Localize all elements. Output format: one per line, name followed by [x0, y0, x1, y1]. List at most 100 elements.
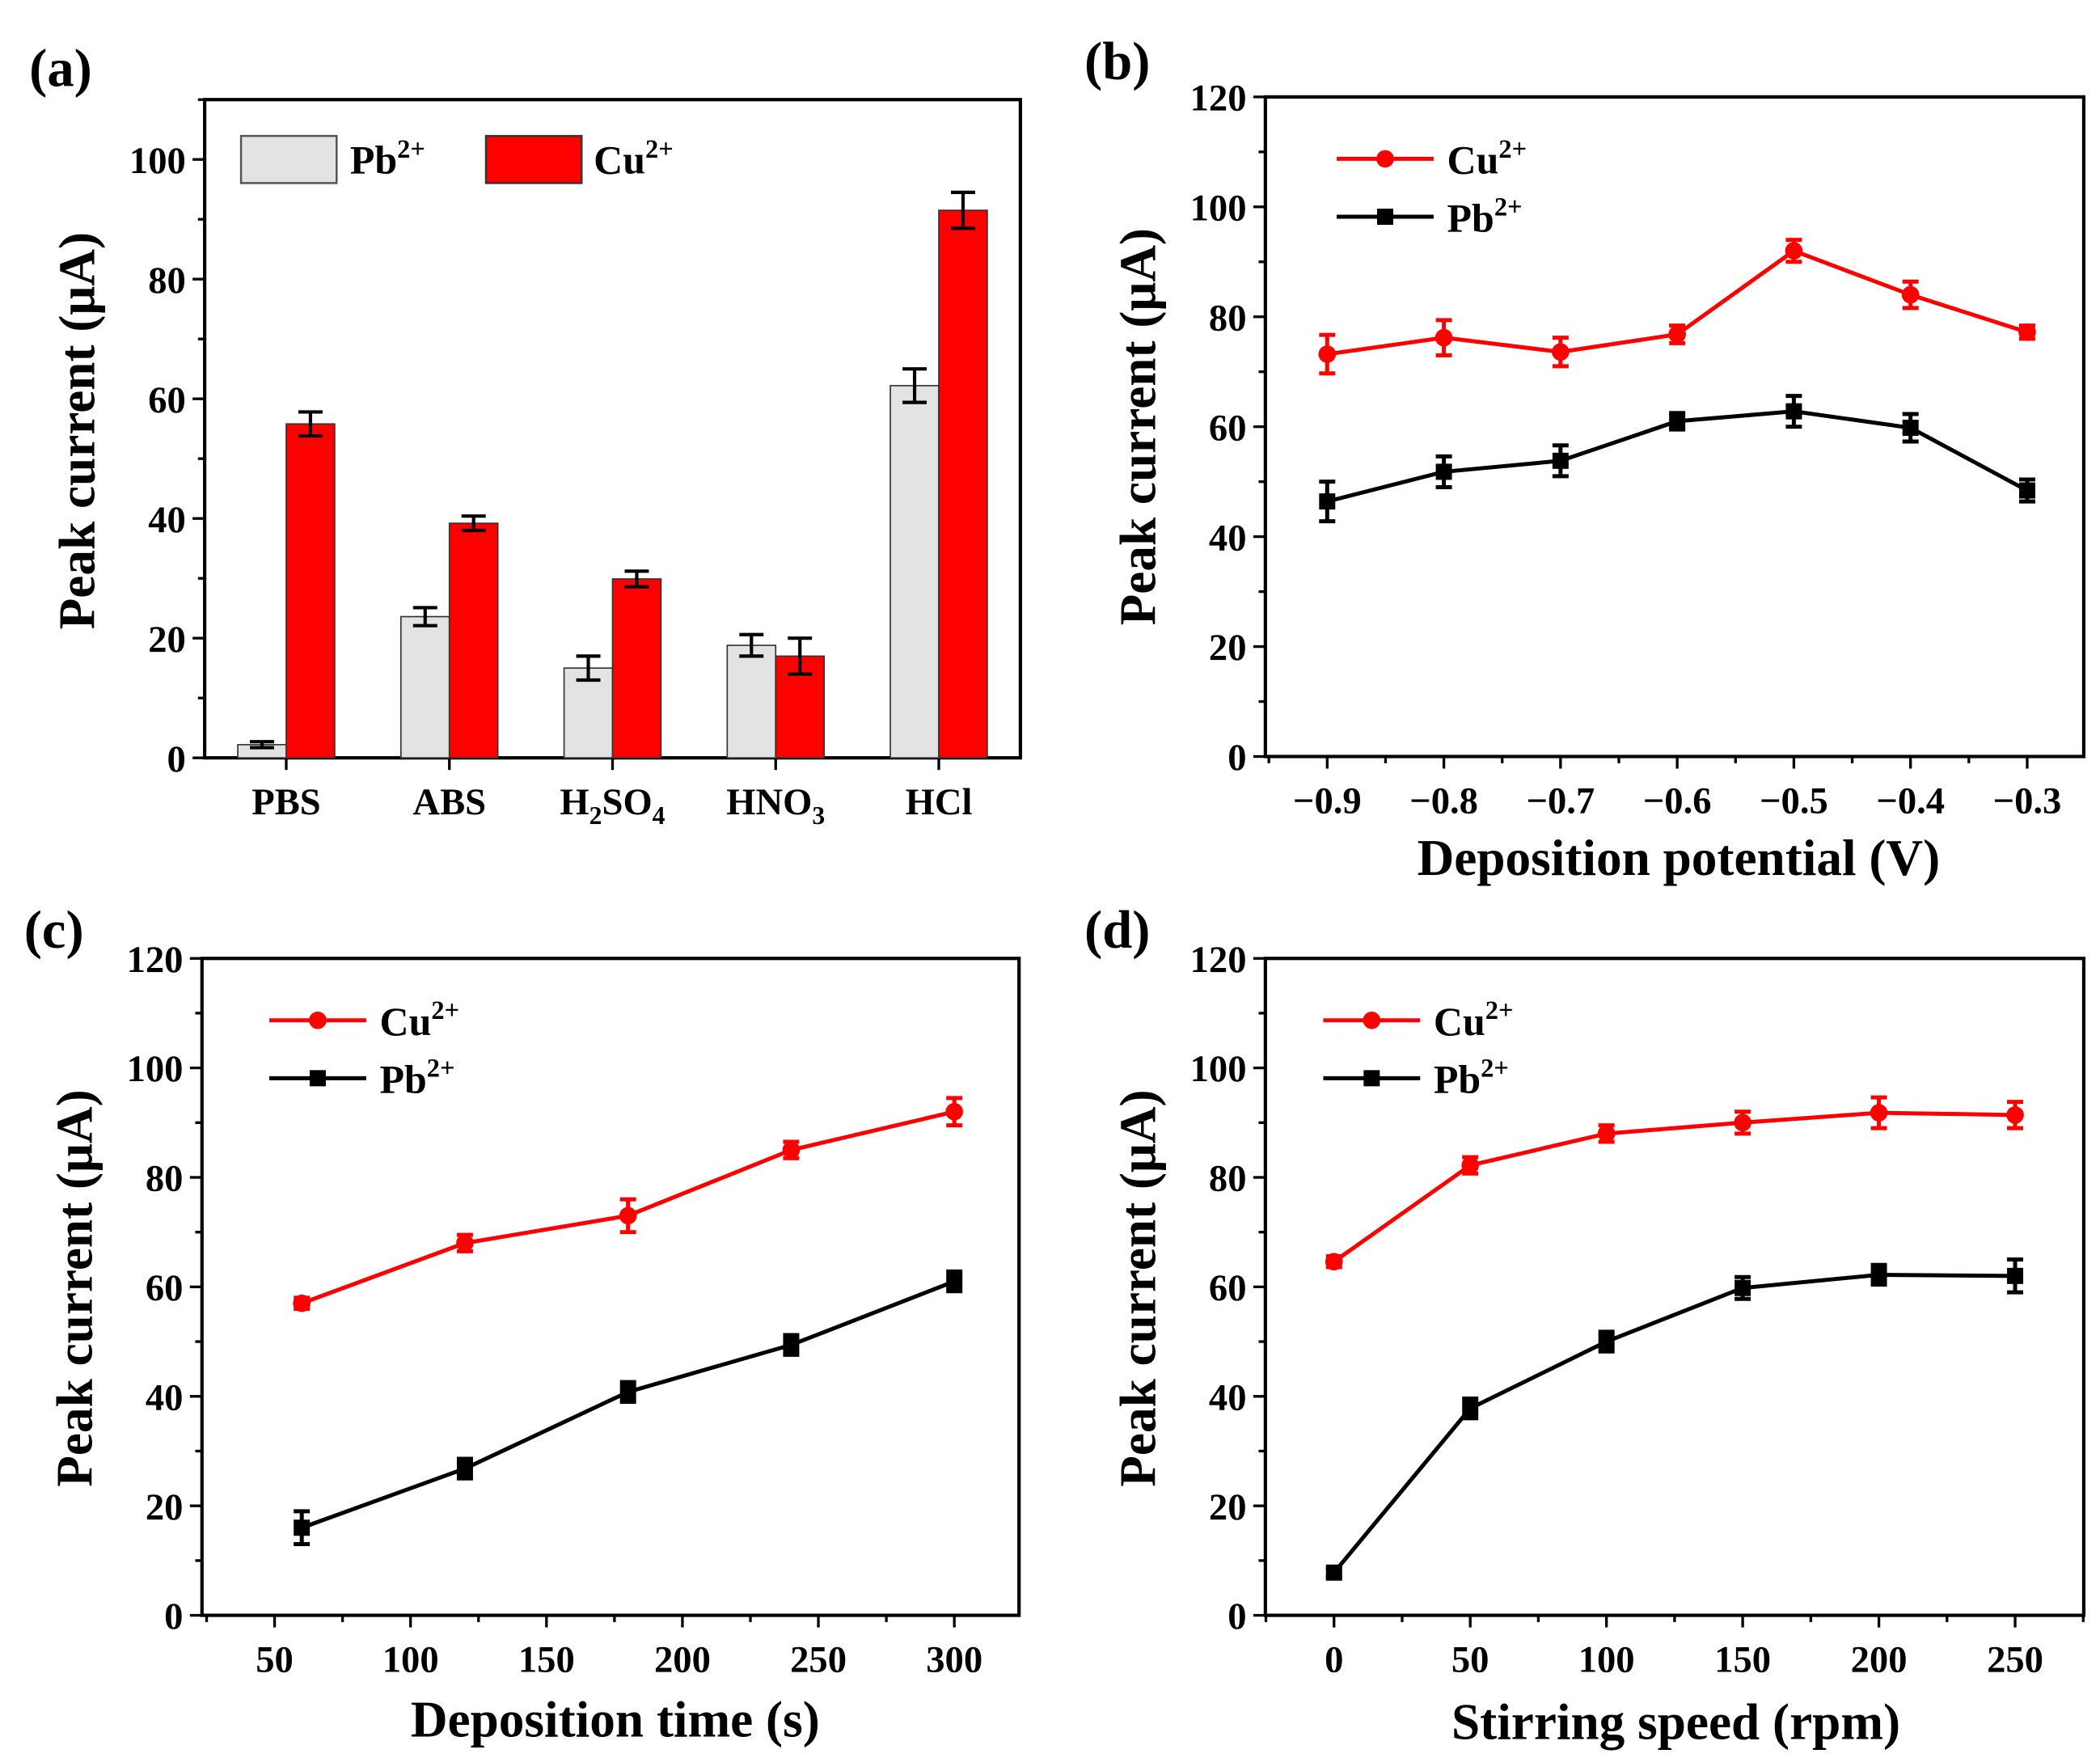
error-bar [461, 514, 486, 533]
error-bar [788, 636, 813, 676]
y-tick-label: 40 [1209, 1376, 1247, 1418]
data-point [1668, 325, 1686, 344]
panel-d: (d) 0 20 40 60 80 100 120 Peak current (μA) 0 50 10… [1084, 901, 2086, 1751]
error-bar [250, 740, 275, 750]
legend-label: Cu2+ [380, 996, 460, 1044]
legend-marker [1377, 209, 1393, 225]
x-tick-label: 0 [1325, 1638, 1343, 1680]
data-point [1734, 1114, 1751, 1132]
text-part: HNO [726, 781, 812, 823]
error-bar [902, 367, 927, 404]
panel-label: (d) [1084, 901, 1150, 960]
x-tick-label: HCl [906, 781, 973, 823]
y-tick-label: 40 [148, 499, 186, 541]
x-tick-label: −0.3 [1993, 780, 2062, 822]
data-point [1870, 1266, 1887, 1283]
y-tick-label: 80 [146, 1158, 184, 1200]
data-point [945, 1102, 964, 1121]
y-tick-label: 40 [146, 1376, 184, 1418]
error-bar [950, 190, 975, 230]
x-axis-label: Deposition potential (V) [1418, 830, 1941, 886]
series-pb [1319, 394, 2035, 524]
legend-label-sup: 2+ [645, 135, 674, 164]
data-point [1435, 463, 1452, 480]
y-tick-label: 0 [164, 1595, 183, 1638]
data-point [2018, 482, 2035, 499]
error-bar [576, 654, 601, 682]
x-tick-label: −0.4 [1876, 780, 1945, 822]
data-point [1735, 1279, 1751, 1296]
x-axis-label: Deposition time (s) [411, 1691, 820, 1747]
series-pb [1325, 1257, 2024, 1581]
y-tick-label: 60 [1209, 407, 1247, 449]
panel-b: (b) 0 20 40 60 80 100 120 Peak current (μA) −0.9 −… [1084, 32, 2086, 886]
series-cu [293, 1096, 964, 1312]
data-point [293, 1294, 311, 1312]
text-part: 3 [812, 801, 825, 830]
legend-marker [1363, 1070, 1380, 1087]
data-point [946, 1273, 963, 1290]
legend-label: Pb2+ [1434, 1054, 1509, 1102]
data-point [1318, 345, 1337, 363]
x-tick-label: −0.8 [1409, 780, 1478, 822]
legend-label-main: Pb [350, 138, 397, 183]
x-tick-label: 200 [654, 1638, 711, 1680]
data-point [1552, 452, 1569, 469]
x-tick-label: H2SO4 [560, 781, 665, 830]
legend-label-sup: 2+ [427, 1054, 455, 1084]
series-pb [294, 1269, 963, 1547]
data-point [1669, 412, 1686, 429]
text-part: H [560, 781, 589, 823]
legend-label: Pb2+ [380, 1054, 455, 1102]
y-axis-label: Peak current (μA) [46, 1089, 103, 1486]
data-point [294, 1519, 311, 1536]
data-point [1462, 1400, 1479, 1417]
legend-label-sup: 2+ [1498, 135, 1527, 164]
y-tick-label: 80 [1209, 1158, 1247, 1200]
series-line [1332, 1272, 2016, 1574]
x-tick-label: PBS [251, 781, 320, 823]
error-bar [624, 569, 649, 589]
y-tick-label: 120 [1190, 939, 1247, 981]
y-tick-label: 0 [167, 738, 186, 780]
y-axis-label: Peak current (μA) [1109, 228, 1166, 625]
legend-marker [1363, 1011, 1381, 1029]
x-tick-label: HNO3 [726, 781, 825, 830]
data-point [2006, 1105, 2024, 1124]
legend-label-sup: 2+ [397, 135, 425, 164]
legend-label-main: Cu [594, 138, 645, 183]
y-tick-label: 60 [146, 1267, 184, 1309]
panel-c: (c) 0 20 40 60 80 100 120 Peak current (μA) 50 100… [24, 901, 1021, 1747]
y-tick-label: 20 [1209, 1486, 1247, 1528]
legend-label: Pb2+ [1447, 192, 1523, 240]
y-axis-label: Peak current (μA) [49, 232, 106, 629]
data-point [1319, 493, 1336, 510]
legend-label-sup: 2+ [1485, 996, 1514, 1025]
x-tick-label: 100 [382, 1638, 439, 1680]
x-tick-label: −0.7 [1526, 780, 1595, 822]
y-tick-label: 100 [127, 1048, 184, 1090]
legend-label: Pb2+ [350, 135, 425, 183]
data-point [1325, 1564, 1342, 1581]
x-tick-label: 50 [1451, 1638, 1489, 1680]
legend-label-main: Pb [1434, 1058, 1481, 1102]
data-point [1461, 1156, 1480, 1174]
y-tick-label: 120 [127, 939, 184, 981]
legend-label-main: Cu [1434, 999, 1485, 1044]
legend-marker [1376, 150, 1394, 168]
bar-cu [285, 423, 336, 759]
legend-label: Cu2+ [1447, 135, 1527, 183]
text-part: 2 [589, 801, 602, 830]
bar-pb [726, 644, 777, 759]
bar-pb [889, 385, 940, 759]
y-tick-label: 100 [1190, 187, 1247, 229]
y-axis-label: Peak current (μA) [1109, 1089, 1166, 1486]
x-tick-label: 50 [256, 1638, 294, 1680]
y-tick-label: 20 [1209, 627, 1247, 669]
legend-label-main: Pb [1447, 196, 1494, 240]
data-point [1902, 420, 1919, 437]
y-tick-label: 20 [148, 619, 186, 661]
data-point [783, 1337, 800, 1354]
